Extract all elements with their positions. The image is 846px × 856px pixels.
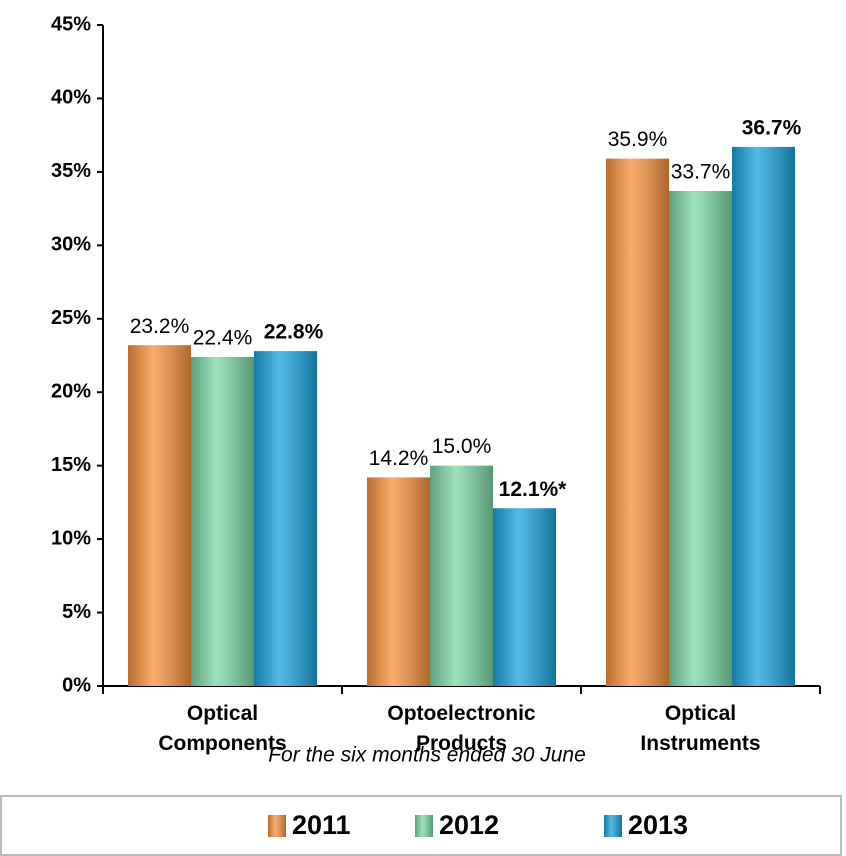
data-label: 36.7%: [742, 116, 802, 139]
x-tick-label-line: Optoelectronic: [387, 702, 536, 725]
legend-label: 2011: [292, 810, 351, 840]
data-label: 35.9%: [608, 128, 668, 151]
y-tick-label: 30%: [51, 234, 91, 256]
x-tick-label-line: Optical: [187, 702, 258, 725]
data-label: 33.7%: [671, 161, 731, 184]
data-label: 12.1%*: [499, 478, 568, 501]
bar-shade: [191, 356, 254, 686]
x-tick-label: Optical Components: [158, 702, 286, 755]
data-label: 22.8%: [264, 321, 324, 344]
x-tick-label: Optical Instruments: [640, 702, 760, 755]
bar-shade: [254, 351, 317, 686]
legend-swatch-shade: [268, 815, 286, 837]
y-tick-label: 10%: [51, 527, 91, 549]
bar-shade: [367, 477, 430, 686]
bar-shade: [430, 465, 493, 686]
bar-shade: [732, 146, 795, 686]
y-tick-label: 35%: [51, 160, 91, 182]
legend-label: 2012: [439, 810, 499, 840]
legend-label: 2013: [628, 810, 688, 840]
y-tick-label: 0%: [62, 674, 91, 696]
bar-shade: [128, 345, 191, 686]
data-label: 23.2%: [130, 315, 190, 338]
y-tick-label: 45%: [51, 13, 91, 35]
legend-swatch-shade: [415, 815, 433, 837]
x-tick-label: Optoelectronic Products: [387, 702, 536, 755]
x-tick-label-line: Components: [158, 732, 286, 755]
bar-shade: [606, 158, 669, 686]
y-tick-label: 5%: [62, 601, 91, 623]
y-tick-label: 25%: [51, 307, 91, 329]
bar-shade: [669, 190, 732, 687]
x-tick-label-line: Products: [416, 732, 507, 755]
y-tick-label: 20%: [51, 381, 91, 403]
legend-swatch-shade: [604, 815, 622, 837]
x-axis-label: For the six months ended 30 June: [268, 744, 586, 767]
bar-shade: [493, 508, 556, 686]
data-label: 22.4%: [193, 327, 253, 350]
y-tick-label: 15%: [51, 454, 91, 476]
data-label: 14.2%: [369, 447, 429, 470]
x-tick-label-line: Optical: [665, 702, 736, 725]
x-tick-label-line: Instruments: [640, 732, 760, 755]
data-label: 15.0%: [432, 435, 492, 458]
y-tick-label: 40%: [51, 87, 91, 109]
